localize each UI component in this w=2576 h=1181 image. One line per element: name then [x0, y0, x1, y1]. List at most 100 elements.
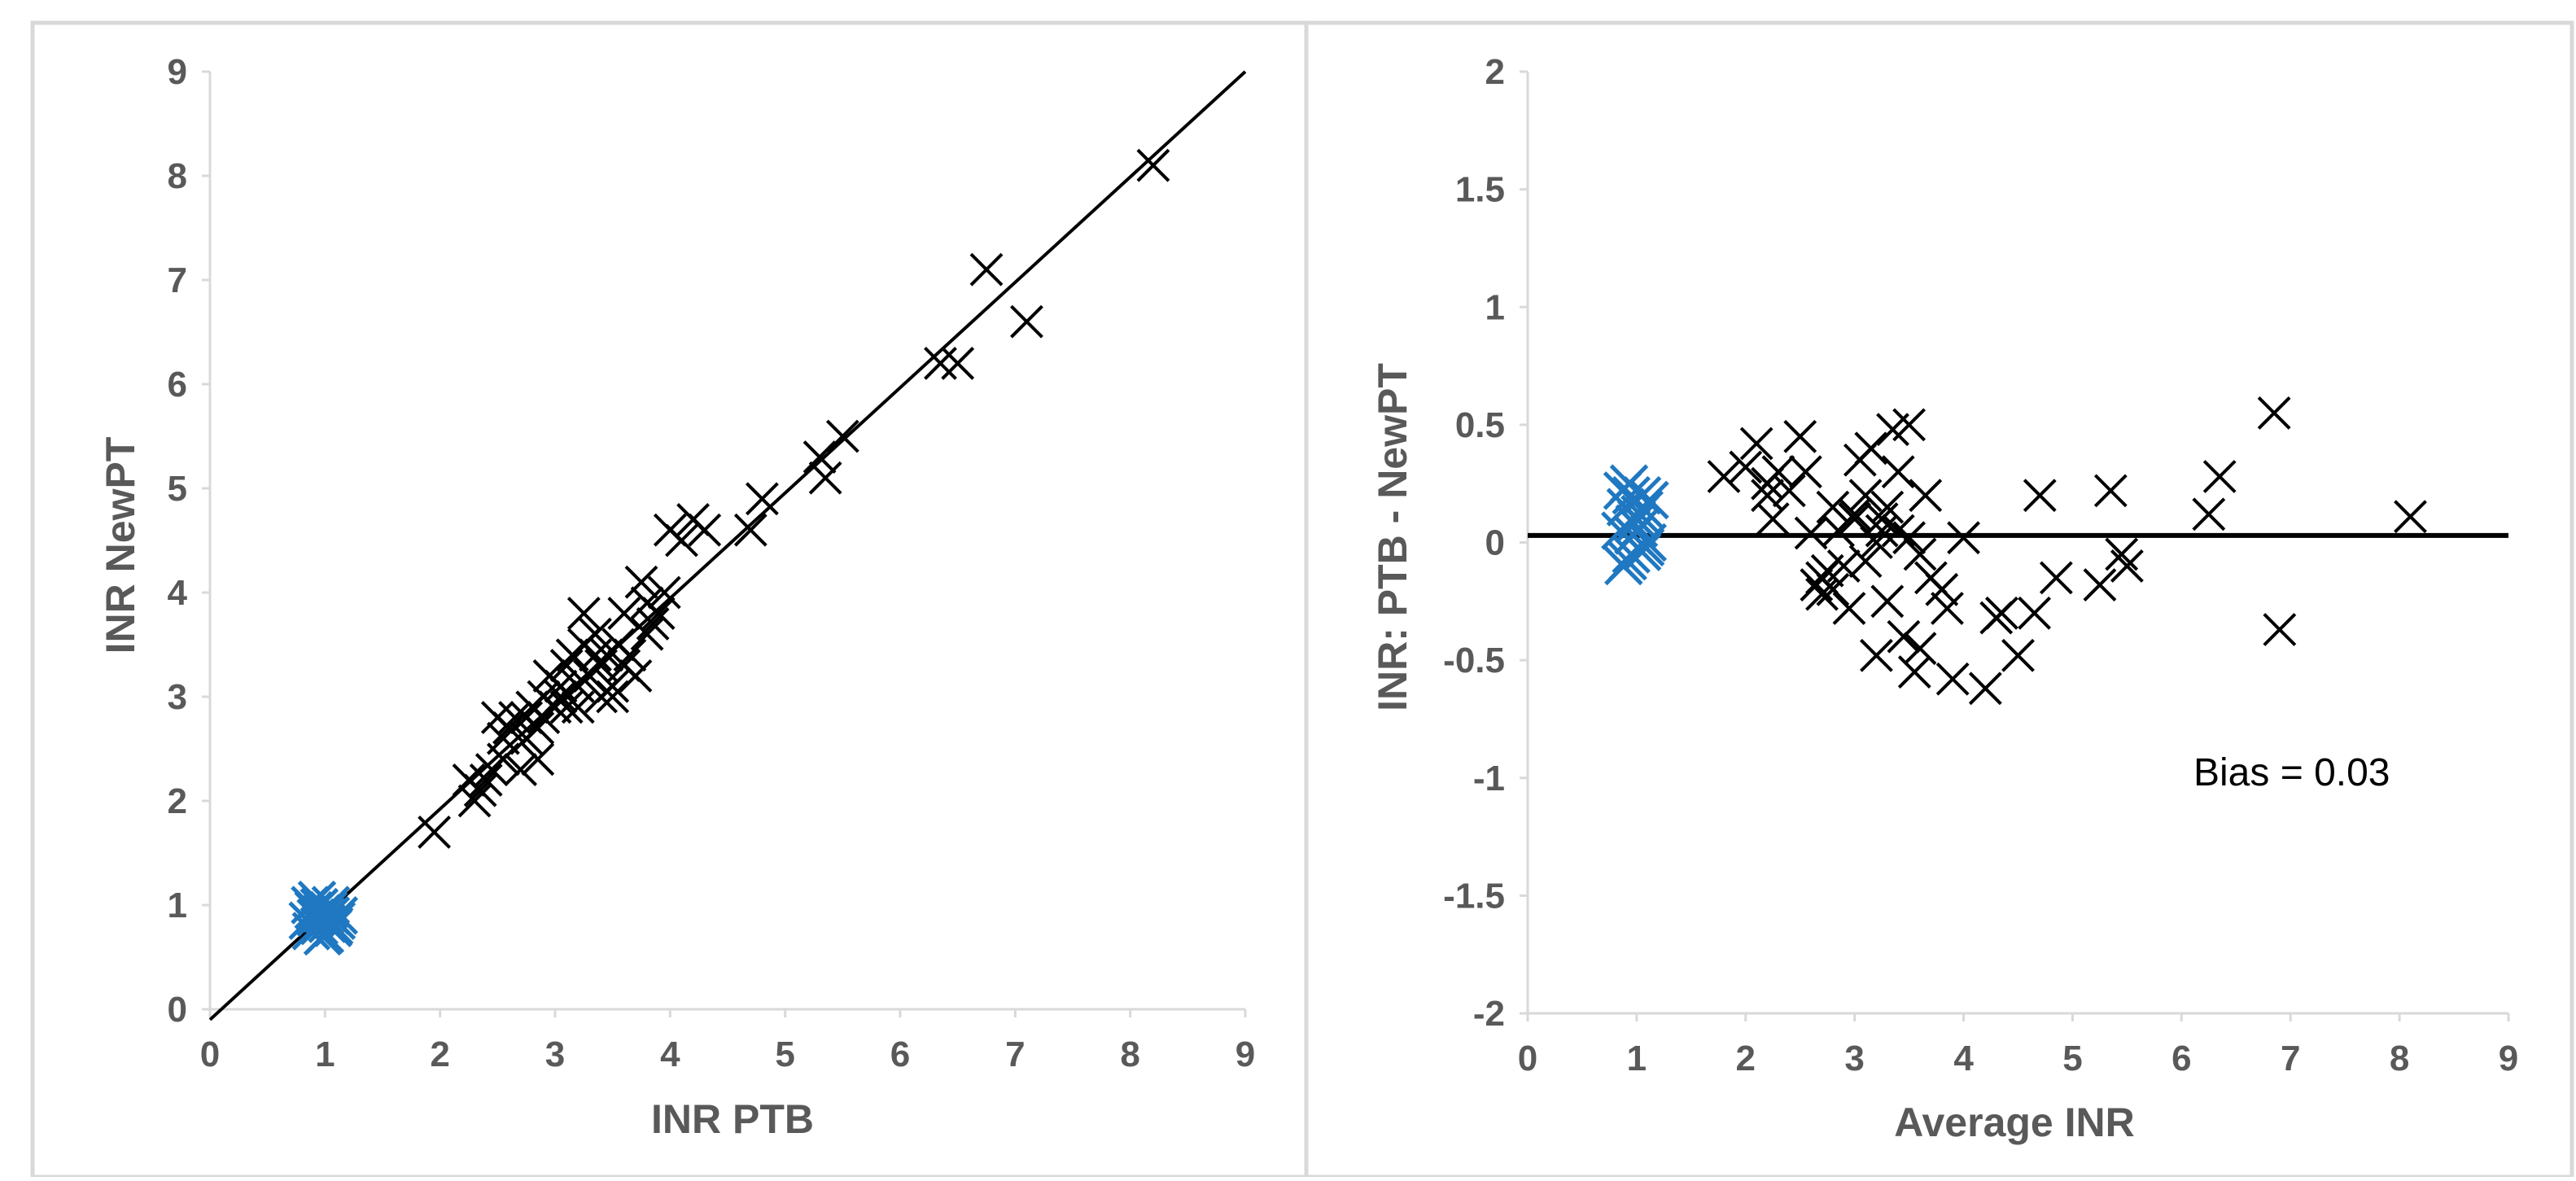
right-data-point — [1925, 572, 1959, 606]
right-data-point — [1892, 521, 1927, 555]
left-data-point — [924, 346, 957, 380]
left-data-point-stroke-b — [924, 346, 957, 380]
left-x-tick-label: 6 — [890, 1034, 910, 1074]
right-data-point-stroke-b — [2018, 596, 2051, 630]
left-y-tick-label: 9 — [168, 52, 187, 92]
right-data-point — [1903, 632, 1937, 666]
right-data-point-stroke-b — [2105, 537, 2139, 571]
right-data-point-stroke-b — [1892, 408, 1927, 442]
right-data-point — [1756, 502, 1790, 536]
left-data-point-stroke-b — [527, 701, 561, 735]
left-data-point-stroke-b — [688, 513, 722, 547]
left-x-tick-label: 5 — [775, 1034, 794, 1074]
right-data-point-stroke-b — [1870, 490, 1905, 524]
right-data-point — [1870, 584, 1905, 619]
right-data-point-stroke-b — [2257, 396, 2291, 430]
right-data-point-stroke-b — [1968, 671, 2002, 706]
right-data-point — [1865, 502, 1899, 536]
right-x-tick-label: 1 — [1627, 1039, 1647, 1078]
left-data-point-stroke-b — [549, 649, 584, 683]
left-data-point-stroke-b — [1136, 148, 1170, 182]
right-data-point — [1887, 619, 1921, 654]
left-data-point — [584, 649, 618, 683]
right-cluster-point-stroke-b — [1619, 509, 1659, 548]
left-x-tick-label: 3 — [545, 1034, 565, 1074]
right-data-point-stroke-b — [1865, 514, 1899, 548]
left-y-tick-label: 0 — [168, 990, 187, 1030]
right-data-point-stroke-b — [2192, 497, 2226, 531]
right-data-point-stroke-b — [1860, 526, 1893, 559]
left-y-tick-label: 4 — [168, 573, 188, 613]
right-data-point-stroke-b — [1848, 479, 1883, 513]
right-data-point-stroke-b — [1707, 460, 1741, 493]
left-x-tick-label: 7 — [1005, 1034, 1025, 1074]
right-data-point-stroke-b — [1832, 592, 1866, 625]
right-data-point-stroke-b — [2263, 613, 2297, 646]
right-data-point-stroke-b — [1751, 479, 1784, 513]
right-data-point-stroke-b — [1816, 572, 1850, 606]
left-data-point — [808, 461, 842, 495]
left-axes: 0 1 2 3 4 5 6 7 8 9 0 1 2 3 4 5 6 7 8 9 — [168, 52, 1256, 1074]
right-data-point-stroke-b — [1881, 514, 1915, 548]
left-data-point-stroke-b — [825, 419, 859, 453]
left-x-tick-label: 9 — [1236, 1034, 1255, 1074]
right-data-point-stroke-b — [1789, 455, 1822, 489]
right-data-point — [1707, 460, 1741, 493]
right-data-point — [2394, 500, 2427, 534]
left-data-point-stroke-b — [584, 649, 618, 683]
right-cluster-point — [1617, 499, 1656, 539]
left-y-tick-label: 6 — [168, 365, 187, 405]
left-data-point — [665, 523, 698, 558]
left-data-point — [457, 784, 492, 818]
left-data-point — [688, 513, 722, 547]
left-data-point — [745, 482, 779, 516]
left-data-point-stroke-b — [636, 606, 670, 641]
bias-annotation: Bias = 0.03 — [2193, 751, 2390, 794]
right-data-point — [1816, 572, 1850, 606]
right-data-point-stroke-b — [1838, 502, 1872, 536]
right-y-tick-label: 0.5 — [1455, 405, 1505, 445]
left-data-point-stroke-b — [584, 680, 618, 714]
left-data-point-stroke-b — [521, 742, 555, 776]
right-data-point-stroke-b — [2001, 638, 2035, 672]
right-data-point-stroke-b — [2039, 561, 2073, 595]
right-cluster-point-stroke-b — [1630, 480, 1669, 520]
right-data-point-stroke-b — [1729, 450, 1763, 484]
left-data-point — [584, 680, 618, 714]
right-data-point-stroke-b — [1887, 619, 1921, 654]
right-data-point-stroke-b — [1826, 549, 1861, 583]
left-data-point — [498, 701, 531, 735]
right-x-tick-label: 4 — [1953, 1039, 1974, 1078]
left-data-point — [469, 763, 503, 797]
bland-altman-chart: 0 1 2 3 4 5 6 7 8 9 2 1.5 1 0.5 0 -0.5 -1 -1.5 -2 Average … — [1370, 52, 2518, 1145]
left-x-tick-label: 4 — [660, 1034, 680, 1074]
left-data-point-stroke-b — [579, 638, 612, 672]
left-x-tick-label: 1 — [315, 1034, 335, 1074]
right-data-points — [1601, 396, 2427, 706]
left-data-point — [504, 753, 538, 787]
right-data-point — [1751, 479, 1784, 513]
left-data-point-stroke-b — [613, 638, 647, 672]
right-y-tick-label: -0.5 — [1443, 641, 1505, 680]
right-data-point — [2039, 561, 2073, 595]
left-y-tick-label: 3 — [168, 677, 187, 717]
left-data-point — [521, 711, 555, 745]
right-y-axis-title: INR: PTB - NewPT — [1370, 363, 1415, 711]
left-data-point — [636, 606, 670, 641]
right-data-point-stroke-b — [1903, 632, 1937, 666]
right-data-point-stroke-b — [1881, 455, 1915, 489]
right-x-tick-label: 3 — [1844, 1039, 1864, 1078]
right-y-tick-label: -2 — [1473, 994, 1505, 1034]
right-cluster-point-stroke-b — [1603, 471, 1642, 510]
right-data-point — [2018, 596, 2051, 630]
left-cluster-point-stroke-b — [296, 898, 335, 938]
left-data-point-stroke-b — [469, 763, 503, 797]
right-data-point — [1783, 419, 1817, 453]
right-cluster-point — [1619, 509, 1659, 548]
right-data-point-stroke-b — [2110, 549, 2144, 583]
right-axes: 0 1 2 3 4 5 6 7 8 9 2 1.5 1 0.5 0 -0.5 -1 -1.5 -2 — [1443, 52, 2518, 1078]
left-data-point-stroke-b — [504, 753, 538, 787]
right-data-point — [1729, 450, 1763, 484]
right-data-point — [1892, 408, 1927, 442]
